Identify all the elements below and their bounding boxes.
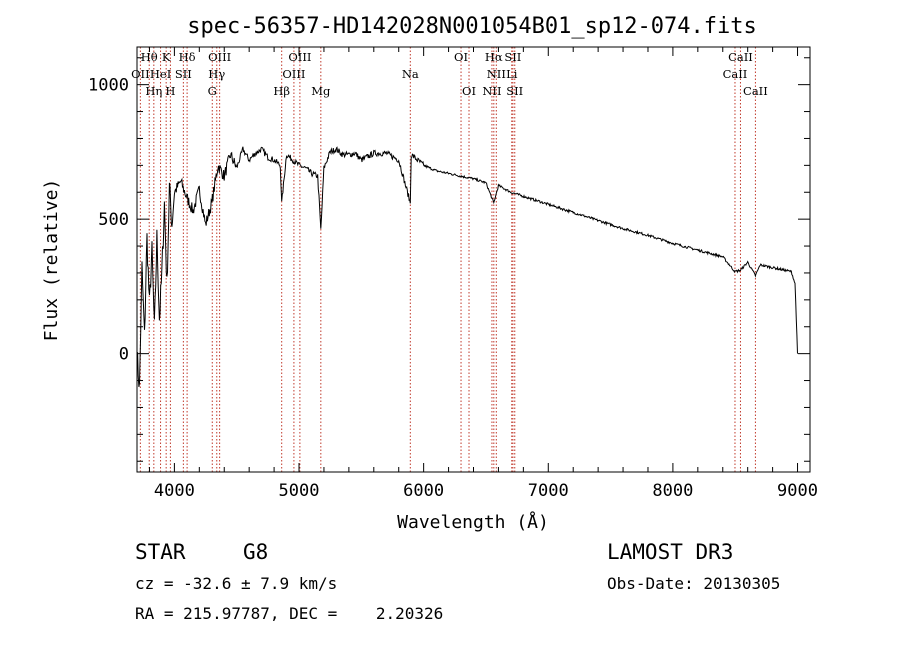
line-label-14: Mg	[311, 84, 331, 98]
spectrum-line	[136, 146, 798, 387]
line-label-13: OIII	[288, 50, 311, 64]
chart-title: spec-56357-HD142028N001054B01_sp12-074.f…	[187, 14, 757, 39]
line-label-23: SII	[506, 84, 523, 98]
line-label-22: SII	[504, 50, 521, 64]
line-label-15: Na	[402, 67, 419, 81]
line-label-18: NII	[482, 84, 501, 98]
y-tick-label-2: 1000	[88, 76, 129, 96]
plot-frame	[136, 46, 811, 473]
line-markers	[139, 47, 756, 472]
line-label-20: NII	[487, 67, 506, 81]
x-tick-label-4: 8000	[652, 481, 693, 501]
line-label-9: Hγ	[208, 67, 225, 81]
line-label-3: HeI	[150, 67, 171, 81]
line-label-8: G	[208, 84, 217, 98]
x-tick-label-5: 9000	[777, 481, 818, 501]
redshift-value: cz = -32.6 ± 7.9 km/s	[135, 574, 337, 593]
object-type: STAR	[135, 540, 186, 564]
y-tick-label-0: 0	[119, 345, 129, 365]
line-label-12: OIII	[282, 67, 305, 81]
x-axis-label: Wavelength (Å)	[397, 511, 549, 533]
survey-name: LAMOST DR3	[607, 540, 733, 564]
line-label-7: Hδ	[179, 50, 196, 64]
line-label-0: OII	[131, 67, 150, 81]
x-tick-label-3: 7000	[528, 481, 569, 501]
line-label-19: Hα	[485, 50, 503, 64]
line-label-17: OI	[462, 84, 476, 98]
line-label-5: H	[165, 84, 175, 98]
line-label-11: Hβ	[273, 84, 290, 98]
line-label-21: Li	[506, 67, 518, 81]
line-label-2: Hη	[145, 84, 162, 98]
line-label-25: CaII	[728, 50, 753, 64]
x-axis-ticks: 4000 5000 6000 7000 8000 9000	[148, 47, 818, 501]
line-label-10: OIII	[208, 50, 231, 64]
observation-date: Obs-Date: 20130305	[607, 574, 780, 593]
y-axis-label: Flux (relative)	[41, 179, 62, 342]
line-labels: OIIHθHηHeIKHSIIHδGHγOIIIHβOIIIOIIIMgNaOI…	[131, 50, 768, 98]
x-tick-label-2: 6000	[403, 481, 444, 501]
line-label-16: OI	[454, 50, 468, 64]
x-tick-label-1: 5000	[279, 481, 320, 501]
y-tick-label-1: 500	[98, 210, 129, 230]
line-label-4: K	[162, 50, 171, 64]
y-axis-ticks: 0 500 1000	[88, 57, 810, 462]
sky-coordinates: RA = 215.97787, DEC = 2.20326	[135, 604, 443, 623]
line-label-6: SII	[175, 67, 192, 81]
line-label-26: CaII	[743, 84, 768, 98]
line-label-1: Hθ	[141, 50, 158, 64]
spectral-subclass: G8	[243, 540, 268, 564]
line-label-24: CaII	[723, 67, 748, 81]
x-tick-label-0: 4000	[154, 481, 195, 501]
